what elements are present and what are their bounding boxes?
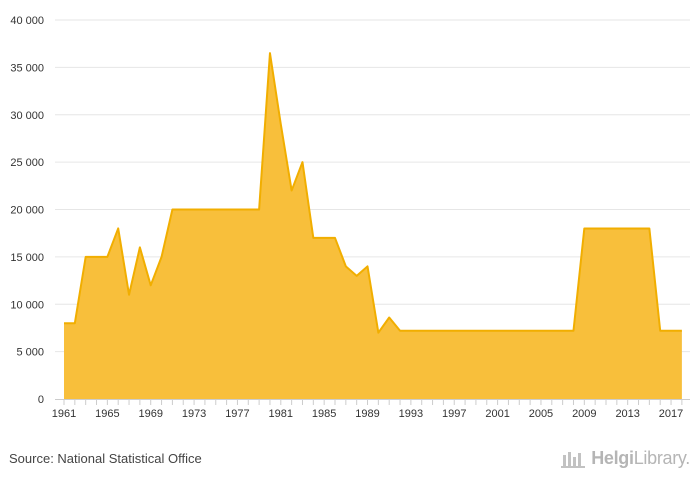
x-tick-label: 2017 xyxy=(659,408,683,420)
y-tick-label: 25 000 xyxy=(10,157,44,169)
logo-text: HelgiLibrary. xyxy=(591,448,690,469)
series-line xyxy=(64,52,682,334)
x-tick-label: 1965 xyxy=(95,408,119,420)
x-tick-label: 1969 xyxy=(138,408,162,420)
x-tick-label: 1961 xyxy=(52,408,76,420)
logo-text-dot: . xyxy=(685,448,690,468)
x-tick-label: 1985 xyxy=(312,408,336,420)
y-axis: 0 5 000 10 000 15 000 20 000 25 000 30 000 35 0… xyxy=(10,15,44,406)
x-tick-label: 1973 xyxy=(182,408,206,420)
x-tick-label: 2005 xyxy=(529,408,553,420)
source-note: Source: National Statistical Office xyxy=(9,451,202,466)
y-tick-label: 35 000 xyxy=(10,62,44,74)
y-tick-label: 30 000 xyxy=(10,110,44,122)
y-tick-label: 0 xyxy=(38,394,44,406)
y-tick-label: 40 000 xyxy=(10,15,44,27)
x-tick-label: 1977 xyxy=(225,408,249,420)
plot-area xyxy=(64,52,682,399)
y-tick-label: 20 000 xyxy=(10,205,44,217)
x-tick-label: 2001 xyxy=(485,408,509,420)
series-area xyxy=(64,53,682,399)
x-tick-label: 1993 xyxy=(399,408,423,420)
x-tick-label: 2009 xyxy=(572,408,596,420)
x-tick-label: 1981 xyxy=(269,408,293,420)
x-tick-label: 1997 xyxy=(442,408,466,420)
y-tick-label: 10 000 xyxy=(10,299,44,311)
y-tick-label: 15 000 xyxy=(10,252,44,264)
helgi-library-logo[interactable]: HelgiLibrary. xyxy=(561,448,690,469)
x-tick-label: 1989 xyxy=(355,408,379,420)
library-logo-icon xyxy=(561,451,586,468)
logo-text-rest: Library xyxy=(633,448,686,468)
x-tick-label: 2013 xyxy=(615,408,639,420)
area-chart: 1961 1965 1969 1973 1977 1981 1985 1989 1993 1997… xyxy=(10,15,690,420)
x-axis: 1961 1965 1969 1973 1977 1981 1985 1989 1993 1997… xyxy=(52,399,690,420)
logo-text-bold: Helgi xyxy=(591,448,634,468)
y-tick-label: 5 000 xyxy=(16,347,44,359)
